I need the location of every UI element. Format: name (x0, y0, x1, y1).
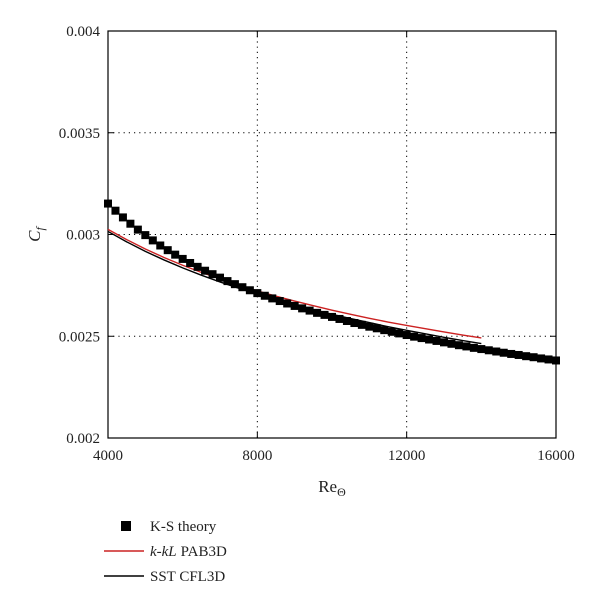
series-point-ks-theory (298, 304, 307, 313)
series-point-ks-theory (171, 250, 180, 259)
y-tick-label: 0.004 (66, 24, 100, 40)
series-point-ks-theory (260, 291, 269, 300)
series-point-ks-theory (186, 258, 195, 267)
series-point-ks-theory (208, 270, 217, 279)
x-axis-title-main: Re (318, 477, 337, 496)
series-point-ks-theory (223, 277, 232, 286)
legend-label-sst-cfl3d: SST CFL3D (150, 569, 225, 585)
series-point-ks-theory (380, 326, 389, 335)
series-point-ks-theory (342, 316, 351, 325)
y-tick-label: 0.0025 (59, 329, 100, 345)
x-tick-label: 4000 (93, 448, 123, 464)
series-point-ks-theory (357, 320, 366, 329)
series-point-ks-theory (178, 254, 187, 263)
series-line-pab3d (107, 228, 482, 339)
series-point-ks-theory (350, 319, 359, 328)
series-point-ks-theory (238, 283, 247, 292)
series-point-ks-theory (499, 348, 508, 357)
series-point-ks-theory (514, 350, 523, 359)
y-axis-title-main: C (25, 230, 44, 242)
y-axis-title-subscript: f (33, 226, 47, 231)
series-point-ks-theory (245, 286, 254, 295)
series-point-ks-theory (447, 339, 456, 348)
series-point-ks-theory (118, 213, 127, 222)
series-point-ks-theory (440, 338, 448, 347)
legend-label-pab3d: k-kL PAB3D (150, 544, 227, 560)
series-point-ks-theory (477, 345, 486, 354)
x-tick-label: 12000 (388, 448, 426, 464)
series-point-ks-theory (148, 236, 157, 245)
series-point-ks-theory (133, 225, 142, 234)
y-tick-label: 0.003 (66, 228, 100, 244)
series-point-ks-theory (484, 346, 493, 355)
series-point-ks-theory (372, 324, 381, 333)
series-point-ks-theory (111, 206, 120, 215)
series-point-ks-theory (365, 322, 374, 331)
series-point-ks-theory (395, 329, 404, 338)
series-point-ks-theory (529, 353, 538, 362)
series-point-ks-theory (417, 334, 426, 343)
series-point-ks-theory (104, 199, 112, 208)
x-tick-label: 8000 (242, 448, 272, 464)
x-axis-title: ReΘ (318, 477, 346, 499)
series-point-ks-theory (522, 352, 531, 361)
legend-label-pab3d-rest: PAB3D (181, 544, 227, 560)
series-point-ks-theory (544, 355, 553, 364)
series-point-ks-theory (141, 231, 150, 240)
axis-ticks: 4000 8000 12000 16000 0.002 0.0025 0.003 0.0035… (59, 24, 575, 464)
series-point-ks-theory (290, 301, 299, 310)
x-tick-label: 16000 (537, 448, 575, 464)
series-point-ks-theory (507, 349, 516, 358)
series-point-ks-theory (193, 262, 202, 271)
series-point-ks-theory (163, 246, 172, 255)
series-point-ks-theory (328, 312, 336, 321)
x-axis-title-subscript: Θ (337, 485, 346, 499)
series-point-ks-theory (462, 342, 471, 351)
series-point-ks-theory (387, 327, 396, 336)
series-point-ks-theory (320, 310, 329, 319)
legend-label-pab3d-italic: k-kL (150, 544, 177, 560)
series-point-ks-theory (454, 341, 463, 350)
legend: K-S theory k-kL PAB3D SST CFL3D (104, 519, 227, 585)
grid-lines (108, 31, 556, 438)
series-point-ks-theory (283, 299, 292, 308)
series-point-ks-theory (410, 332, 419, 341)
series-point-ks-theory (126, 219, 135, 228)
series-point-ks-theory (425, 335, 434, 344)
series-point-ks-theory (275, 297, 284, 306)
y-axis-title: Cf (25, 226, 47, 242)
y-tick-label: 0.002 (66, 431, 100, 447)
series-point-ks-theory (552, 356, 560, 365)
series-point-ks-theory (230, 280, 239, 289)
series-point-ks-theory (313, 308, 322, 317)
legend-label-ks-theory: K-S theory (150, 519, 217, 535)
series-point-ks-theory (492, 347, 501, 356)
series-group (104, 199, 560, 365)
series-point-ks-theory (335, 314, 344, 323)
legend-marker-ks-theory (121, 521, 131, 531)
series-point-ks-theory (268, 294, 277, 303)
series-point-ks-theory (402, 331, 411, 340)
series-point-ks-theory (537, 354, 546, 363)
series-point-ks-theory (216, 273, 224, 282)
series-point-ks-theory (432, 336, 441, 345)
y-tick-label: 0.0035 (59, 126, 100, 142)
series-point-ks-theory (253, 289, 262, 298)
series-point-ks-theory (469, 343, 478, 352)
series-point-ks-theory (156, 241, 165, 250)
series-point-ks-theory (201, 266, 210, 275)
series-point-ks-theory (305, 306, 314, 315)
